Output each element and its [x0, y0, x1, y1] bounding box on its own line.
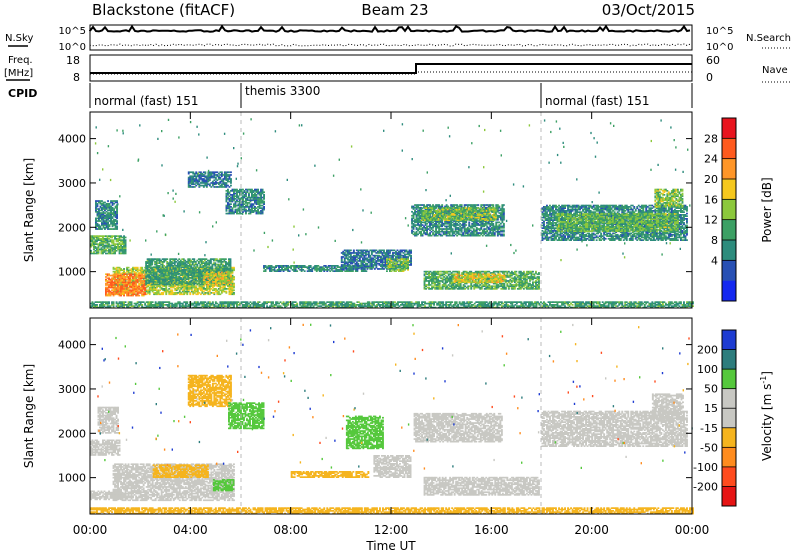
freq-tick-bottom: 8	[73, 71, 80, 84]
power-cell	[204, 171, 206, 173]
power-cell	[131, 273, 133, 275]
power-cell	[128, 267, 130, 269]
freq-tick-top: 18	[66, 54, 80, 67]
power-cell	[230, 274, 232, 276]
power-cell	[230, 258, 232, 260]
power-cell	[233, 292, 235, 294]
power-cell	[263, 194, 265, 196]
nsky-tick-top: 10^5	[59, 26, 86, 37]
power-cell	[296, 270, 298, 272]
power-cell	[215, 273, 217, 275]
power-cell	[233, 267, 235, 269]
power-cell	[391, 258, 393, 260]
power-cell	[171, 289, 173, 291]
power-cell	[141, 267, 143, 269]
power-cell	[230, 203, 232, 205]
power-cell	[407, 258, 409, 260]
power-cell	[153, 269, 155, 271]
power-cell	[263, 191, 265, 193]
nsky-trace	[90, 26, 690, 31]
power-cell	[304, 270, 306, 272]
power-cell	[138, 284, 140, 286]
power-cell	[221, 171, 223, 173]
power-cell	[230, 174, 232, 176]
power-cell	[125, 239, 127, 241]
power-cell	[386, 270, 388, 272]
power-cell	[233, 283, 235, 285]
power-cell	[262, 189, 264, 191]
power-cell	[263, 201, 265, 203]
station-title: Blackstone (fitACF)	[92, 1, 235, 19]
power-cell	[123, 295, 125, 297]
nave-tick-top: 60	[706, 54, 720, 67]
power-cell	[225, 291, 227, 293]
power-cell	[225, 258, 227, 260]
power-cell	[410, 250, 412, 252]
nsky-label: N.Sky	[5, 33, 33, 44]
power-cell	[289, 270, 291, 272]
power-cell	[116, 200, 118, 202]
power-cell	[383, 250, 385, 252]
nsearch-tick-top: 10^5	[706, 26, 733, 37]
freq-panel	[90, 55, 692, 81]
cpid-segment-2: themis 3300	[245, 84, 320, 98]
freq-label-line2: [MHz]	[4, 68, 33, 79]
nsearch-label: N.Search	[746, 33, 791, 44]
power-cell	[452, 228, 454, 230]
freq-label-line1: Freq.	[8, 55, 33, 66]
power-cell	[257, 189, 259, 191]
power-cell	[441, 204, 443, 206]
power-cell	[365, 270, 367, 272]
power-cell	[123, 268, 125, 270]
power-cell	[195, 285, 197, 287]
power-cell	[410, 255, 412, 257]
power-cell	[394, 258, 396, 260]
power-cell	[233, 289, 235, 291]
power-cell	[116, 220, 118, 222]
beam-title: Beam 23	[361, 1, 428, 19]
power-cell	[107, 200, 109, 202]
cpid-label: CPID	[8, 87, 37, 100]
power-cell	[310, 265, 312, 267]
nave-tick-bottom: 0	[706, 71, 713, 84]
power-cell	[195, 278, 197, 280]
power-cell	[353, 250, 355, 252]
power-cell	[116, 226, 118, 228]
power-cell	[230, 282, 232, 284]
power-cell	[137, 267, 139, 269]
nave-label: Nave	[762, 65, 788, 76]
cpid-segment-1: normal (fast) 151	[94, 94, 198, 108]
power-cell	[233, 276, 235, 278]
nsearch-trace	[90, 44, 690, 46]
power-cell	[230, 171, 232, 173]
power-cell	[350, 250, 352, 252]
power-cell	[172, 280, 174, 282]
power-cell	[138, 295, 140, 297]
cpid-segment-3: normal (fast) 151	[545, 94, 649, 108]
power-cell	[193, 258, 195, 260]
power-cell	[230, 185, 232, 187]
power-cell	[227, 189, 229, 191]
power-cell	[230, 178, 232, 180]
nsky-tick-bottom: 10^0	[59, 42, 86, 53]
power-cell	[263, 206, 265, 208]
power-cell	[230, 272, 232, 274]
power-cell	[125, 237, 127, 239]
power-cell	[144, 287, 146, 289]
power-cell	[166, 258, 168, 260]
power-cell	[144, 292, 146, 294]
nsearch-tick-bottom: 10^0	[706, 42, 733, 53]
power-cell	[357, 263, 359, 265]
date-title: 03/Oct/2015	[602, 1, 695, 19]
